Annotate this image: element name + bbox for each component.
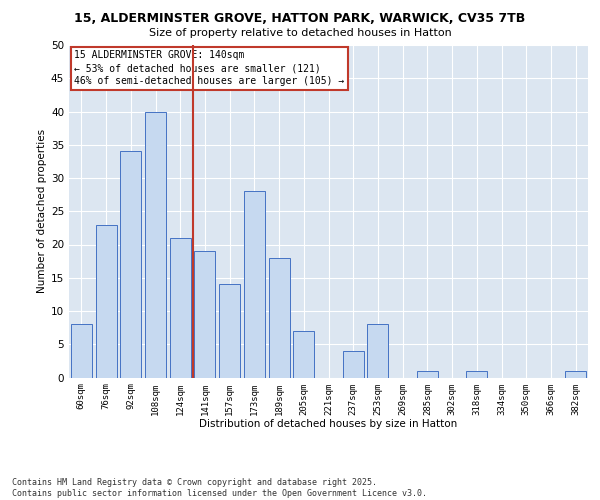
- Bar: [120, 152, 141, 378]
- Bar: [244, 192, 265, 378]
- Bar: [219, 284, 240, 378]
- Bar: [466, 371, 487, 378]
- Bar: [417, 371, 438, 378]
- Text: 15, ALDERMINSTER GROVE, HATTON PARK, WARWICK, CV35 7TB: 15, ALDERMINSTER GROVE, HATTON PARK, WAR…: [74, 12, 526, 24]
- Bar: [293, 331, 314, 378]
- Bar: [145, 112, 166, 378]
- Bar: [170, 238, 191, 378]
- Text: Size of property relative to detached houses in Hatton: Size of property relative to detached ho…: [149, 28, 451, 38]
- X-axis label: Distribution of detached houses by size in Hatton: Distribution of detached houses by size …: [199, 419, 458, 429]
- Bar: [343, 351, 364, 378]
- Y-axis label: Number of detached properties: Number of detached properties: [37, 129, 47, 294]
- Bar: [194, 251, 215, 378]
- Bar: [565, 371, 586, 378]
- Text: Contains HM Land Registry data © Crown copyright and database right 2025.
Contai: Contains HM Land Registry data © Crown c…: [12, 478, 427, 498]
- Bar: [269, 258, 290, 378]
- Bar: [367, 324, 388, 378]
- Bar: [71, 324, 92, 378]
- Bar: [95, 224, 116, 378]
- Text: 15 ALDERMINSTER GROVE: 140sqm
← 53% of detached houses are smaller (121)
46% of : 15 ALDERMINSTER GROVE: 140sqm ← 53% of d…: [74, 50, 344, 86]
